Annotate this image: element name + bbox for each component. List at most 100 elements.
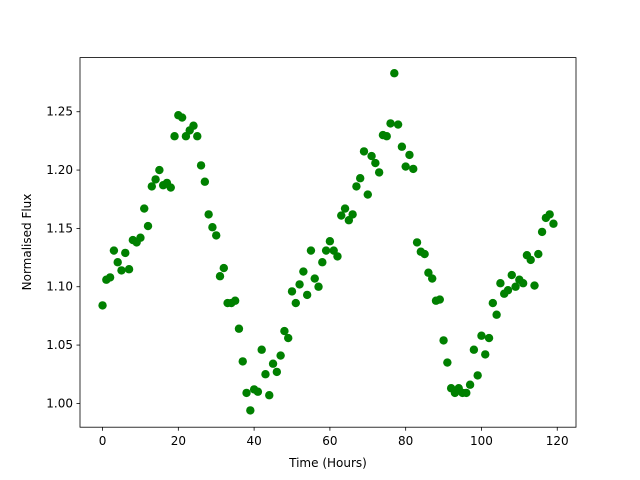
scatter-point bbox=[196, 161, 206, 170]
scatter-point bbox=[318, 258, 327, 267]
scatter-point bbox=[526, 255, 535, 265]
scatter-point bbox=[511, 282, 520, 291]
scatter-point bbox=[246, 406, 255, 415]
scatter-point bbox=[140, 204, 149, 213]
scatter-point bbox=[405, 150, 414, 160]
scatter-point bbox=[238, 357, 247, 366]
x-axis-label: Time (Hours) bbox=[288, 456, 367, 470]
scatter-point bbox=[98, 301, 107, 310]
scatter-point bbox=[204, 210, 213, 219]
scatter-point bbox=[219, 263, 228, 273]
scatter-point bbox=[386, 119, 395, 128]
scatter-point bbox=[390, 69, 399, 78]
scatter-point bbox=[189, 121, 198, 130]
scatter-point bbox=[518, 279, 528, 288]
scatter-point bbox=[481, 350, 490, 359]
scatter-point bbox=[545, 210, 554, 219]
y-tick-label: 1.00 bbox=[46, 396, 73, 410]
scatter-point bbox=[371, 158, 380, 168]
scatter-point bbox=[253, 387, 263, 396]
scatter-point bbox=[356, 174, 365, 183]
x-tick-label: 100 bbox=[470, 434, 493, 448]
scatter-point bbox=[276, 351, 285, 360]
scatter-point bbox=[469, 345, 479, 354]
y-tick-label: 1.10 bbox=[46, 280, 73, 294]
scatter-point bbox=[462, 388, 471, 398]
scatter-point bbox=[177, 113, 187, 122]
scatter-point bbox=[151, 175, 160, 184]
x-tick-label: 60 bbox=[322, 434, 337, 448]
scatter-point bbox=[113, 258, 122, 267]
scatter-point bbox=[325, 237, 335, 246]
x-tick-label: 120 bbox=[546, 434, 569, 448]
scatter-point bbox=[143, 221, 153, 231]
scatter-point bbox=[193, 132, 202, 141]
scatter-point bbox=[272, 367, 282, 377]
scatter-point bbox=[136, 233, 145, 242]
scatter-point bbox=[117, 266, 126, 275]
x-tick-label: 80 bbox=[398, 434, 413, 448]
scatter-point bbox=[337, 211, 346, 220]
scatter-point bbox=[166, 183, 175, 192]
scatter-point bbox=[124, 265, 134, 274]
scatter-point bbox=[310, 274, 319, 283]
scatter-point bbox=[299, 267, 308, 276]
scatter-point bbox=[295, 280, 304, 289]
scatter-point bbox=[412, 238, 422, 247]
scatter-point bbox=[348, 210, 357, 219]
scatter-point bbox=[367, 151, 376, 161]
y-tick-label: 1.05 bbox=[46, 338, 73, 352]
scatter-point bbox=[302, 290, 312, 300]
scatter-point bbox=[439, 336, 448, 345]
scatter-point bbox=[534, 249, 543, 259]
scatter-point bbox=[496, 279, 505, 288]
plot-frame bbox=[79, 57, 577, 428]
scatter-point bbox=[530, 281, 539, 290]
scatter-point bbox=[287, 287, 297, 296]
scatter-point bbox=[333, 252, 342, 261]
x-tick-label: 40 bbox=[246, 434, 261, 448]
scatter-point bbox=[428, 274, 437, 283]
x-tick-label: 0 bbox=[99, 434, 107, 448]
scatter-point bbox=[170, 132, 179, 141]
scatter-point bbox=[397, 142, 407, 151]
y-tick-label: 1.15 bbox=[46, 221, 73, 235]
scatter-point bbox=[109, 246, 119, 255]
scatter-point bbox=[363, 190, 372, 199]
scatter-point bbox=[208, 223, 217, 232]
scatter-point bbox=[291, 298, 300, 308]
scatter-point bbox=[321, 246, 331, 255]
scatter-point bbox=[492, 310, 501, 319]
scatter-point bbox=[200, 177, 210, 186]
scatter-point bbox=[420, 249, 429, 259]
scatter-point bbox=[257, 345, 266, 354]
scatter-point bbox=[234, 324, 244, 333]
scatter-point bbox=[215, 272, 225, 281]
scatter-point bbox=[306, 246, 316, 255]
scatter-point bbox=[465, 380, 475, 389]
scatter-point bbox=[488, 298, 498, 308]
scatter-point bbox=[503, 286, 513, 295]
scatter-point bbox=[435, 295, 444, 304]
scatter-point bbox=[393, 120, 403, 129]
scatter-point bbox=[212, 231, 221, 240]
scatter-point bbox=[265, 391, 274, 400]
scatter-point bbox=[374, 168, 384, 177]
y-axis-label: Normalised Flux bbox=[20, 194, 34, 291]
scatter-point bbox=[409, 164, 418, 174]
scatter-point bbox=[507, 270, 516, 280]
scatter-point bbox=[537, 227, 547, 237]
scatter-point bbox=[121, 248, 130, 258]
scatter-point bbox=[443, 358, 452, 367]
scatter-point bbox=[268, 359, 278, 368]
scatter-point bbox=[242, 388, 251, 398]
scatter-point bbox=[352, 182, 361, 191]
scatter-point bbox=[477, 331, 486, 340]
scatter-point bbox=[105, 273, 115, 282]
scatter-point bbox=[314, 282, 323, 291]
scatter-point bbox=[261, 370, 270, 379]
scatter-point bbox=[473, 371, 482, 380]
y-tick-label: 1.25 bbox=[46, 105, 73, 119]
